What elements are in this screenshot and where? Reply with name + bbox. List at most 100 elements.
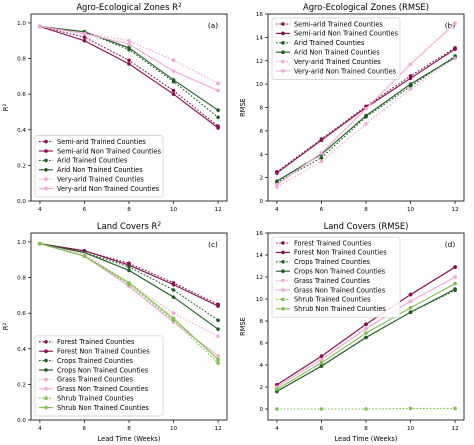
y-tick-label: 0.8 <box>17 57 26 63</box>
legend-marker <box>44 405 48 410</box>
x-tick-label: 12 <box>452 207 459 213</box>
data-point <box>171 295 176 299</box>
legend-marker <box>281 59 285 64</box>
legend-marker <box>44 168 48 172</box>
data-point <box>216 361 220 365</box>
x-tick-label: 4 <box>38 207 42 213</box>
chart-title: Land Covers (RMSE) <box>324 221 409 231</box>
x-tick-label: 10 <box>407 426 415 432</box>
legend-label: Grass Non Trained Counties <box>57 385 149 393</box>
legend-label: Arid Non Trained Counties <box>294 49 380 57</box>
panel-tag: (d) <box>445 240 456 249</box>
data-point <box>319 155 324 160</box>
data-point <box>364 122 368 126</box>
x-tick-label: 10 <box>170 426 178 432</box>
legend-label: Grass Trained Counties <box>57 376 133 384</box>
legend-label: Very-arid Trained Counties <box>294 58 381 66</box>
legend-marker <box>44 186 48 191</box>
y-tick-label: 16 <box>256 231 264 237</box>
data-point <box>408 299 413 304</box>
data-point <box>216 327 220 331</box>
data-point <box>216 318 220 323</box>
data-point <box>127 62 131 66</box>
x-tick-label: 6 <box>320 426 324 432</box>
y-tick-label: 0.4 <box>17 347 26 353</box>
y-tick-label: 4 <box>259 152 263 158</box>
x-axis-label: Lead Time (Weeks) <box>335 435 398 443</box>
legend-label: Shrub Non Trained Counties <box>294 305 386 313</box>
y-tick-label: 1.0 <box>17 21 26 27</box>
y-tick-label: 8 <box>259 106 263 112</box>
y-tick-label: 0.2 <box>17 163 26 169</box>
legend-label: Arid Non Trained Counties <box>57 166 143 174</box>
data-point <box>408 406 413 411</box>
data-point <box>171 78 176 82</box>
legend-marker <box>281 50 285 54</box>
data-point <box>216 357 220 362</box>
data-point <box>275 387 279 392</box>
y-tick-label: 12 <box>256 59 263 65</box>
legend-label: Grass Trained Counties <box>294 277 370 285</box>
x-tick-label: 8 <box>364 426 368 432</box>
series-5 <box>38 24 220 86</box>
x-axis-label: Lead Time (Weeks) <box>98 435 161 443</box>
y-tick-label: 8 <box>259 319 263 325</box>
y-tick-label: 0.4 <box>17 128 26 134</box>
data-point <box>408 306 413 310</box>
data-point <box>319 357 324 362</box>
legend-marker <box>281 250 285 255</box>
x-tick-label: 10 <box>407 207 415 213</box>
y-tick-label: 0.0 <box>17 199 26 205</box>
data-point <box>453 265 457 269</box>
legend-label: Crops Trained Counties <box>57 357 134 365</box>
data-point <box>408 310 413 315</box>
legend-marker <box>281 241 285 245</box>
data-point <box>171 58 176 63</box>
legend-marker <box>281 41 285 45</box>
y-tick-label: 0.0 <box>17 418 26 424</box>
legend-marker <box>44 358 48 363</box>
data-point <box>275 179 279 183</box>
legend-label: Shrub Non Trained Counties <box>57 404 149 412</box>
data-point <box>216 81 220 86</box>
data-point <box>408 87 413 91</box>
data-point <box>408 76 413 81</box>
y-tick-label: 2 <box>259 385 263 391</box>
data-point <box>171 311 176 315</box>
data-point <box>408 292 413 297</box>
legend-marker <box>44 368 48 372</box>
series-6 <box>275 275 457 389</box>
series-line <box>39 243 219 305</box>
legend-marker <box>44 340 48 344</box>
data-point <box>364 407 368 411</box>
legend: Forest Trained Counties Forest Non Traine… <box>271 236 401 318</box>
y-tick-label: 6 <box>259 341 263 347</box>
legend: Forest Trained Counties Forest Non Traine… <box>34 335 164 417</box>
chart-title: Agro-Ecological Zones (RMSE) <box>303 2 429 12</box>
y-axis-label: R2 <box>2 323 11 331</box>
chart-title: Agro-Ecological Zones R2 <box>76 2 182 12</box>
legend-marker <box>44 149 48 153</box>
data-point <box>216 304 220 308</box>
data-point <box>275 407 279 411</box>
data-point <box>216 108 220 112</box>
chart-panel-2: Agro-Ecological Zones (RMSE) (b) 4 6 8 10 12 0 2… <box>239 2 465 213</box>
data-point <box>82 38 87 43</box>
data-point <box>453 287 457 291</box>
legend-label: Crops Non Trained Counties <box>294 268 386 276</box>
data-point <box>171 69 176 73</box>
series-3 <box>38 24 220 120</box>
y-tick-label: 16 <box>256 12 264 18</box>
legend-marker <box>281 307 285 311</box>
series-8 <box>38 241 220 362</box>
data-point <box>171 92 176 96</box>
y-tick-label: 6 <box>259 129 263 135</box>
legend-marker <box>44 387 48 391</box>
legend-box <box>34 335 164 417</box>
y-axis-label: RMSE <box>239 98 247 117</box>
legend-label: Forest Non Trained Counties <box>57 348 150 356</box>
y-tick-label: 14 <box>256 253 264 259</box>
x-tick-label: 8 <box>127 207 131 213</box>
data-point <box>82 35 87 39</box>
